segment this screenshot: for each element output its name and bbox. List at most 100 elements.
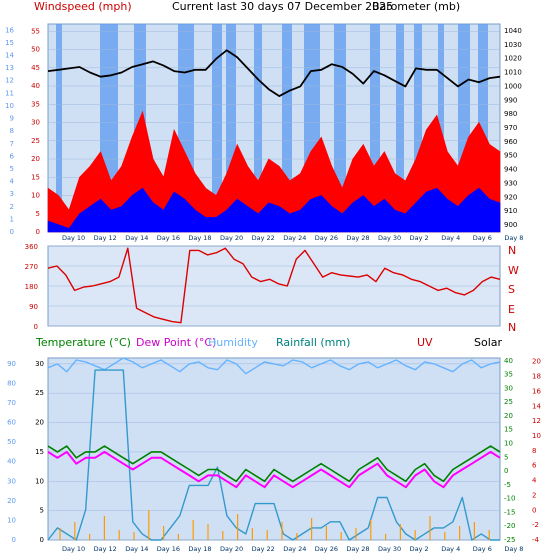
barometer-title: Barometer (mb) [372,0,460,13]
wind-tick-35: 35 [31,100,40,108]
wind-tick-5: 5 [36,210,40,218]
wind-day-label-day-24: Day 24 [283,234,306,242]
solar-tick-30: 30 [504,384,513,392]
barometer-line [47,49,501,97]
temp-day-label-day-26: Day 26 [315,545,338,553]
baro-tick-1000: 1000 [504,82,522,90]
wind-day-label-day-28: Day 28 [346,234,369,242]
solar-tick-15: 15 [504,426,513,434]
temp-day-label-day-12: Day 12 [94,545,117,553]
wind-tick-30: 30 [31,119,40,127]
wind-tick-15: 15 [31,173,40,181]
solar-tick-0: 0 [504,467,508,475]
temp-day-label-day-16: Day 16 [157,545,180,553]
temp-day-label-day-14: Day 14 [125,545,148,553]
direction-panel: 0 90 180 270 360 [25,243,501,331]
baro-tick-960: 960 [504,138,517,146]
wind-alt-tick-8: 8 [10,127,14,135]
wind-tick-10: 10 [31,192,40,200]
wind-alt-tick-15: 15 [5,39,14,47]
wind-day-label-day-12: Day 12 [94,234,117,242]
temp-day-label-day-2: Day 2 [410,545,429,553]
temp-day-label-day-10: Day 10 [62,545,85,553]
hum-tick-20: 20 [7,497,16,505]
compass-n-top: N [508,244,516,257]
solar-tick--25: -25 [504,536,515,544]
wind-alt-tick-10: 10 [5,102,14,110]
dew-point-line [47,450,501,489]
baro-tick-1030: 1030 [504,41,522,49]
temperature-panel: 0510152025300102030405060708090-25-20-15… [7,357,541,553]
hum-tick-0: 0 [12,536,16,544]
dir-tick-180: 180 [25,283,38,291]
temp-day-label-day-20: Day 20 [220,545,243,553]
dir-tick-270: 270 [25,263,38,271]
compass-s: S [508,283,515,296]
baro-tick-1040: 1040 [504,27,522,35]
compass-w: W [508,264,519,277]
uv-tick-18: 18 [532,373,541,381]
wind-tick-50: 50 [31,46,40,54]
hum-tick-60: 60 [7,419,16,427]
wind-tick-45: 45 [31,64,40,72]
humidity-band-12 [414,24,422,232]
solar-tick--5: -5 [504,481,511,489]
humidity-band-15 [478,24,488,232]
direction-series [47,247,501,324]
baro-tick-950: 950 [504,152,517,160]
wind-day-label-day-4: Day 4 [441,234,460,242]
temp-day-label-day-30: Day 30 [378,545,401,553]
uv-tick-16: 16 [532,387,541,395]
wind-tick-40: 40 [31,82,40,90]
humidity-band-4 [212,24,222,232]
wind-alt-tick-14: 14 [5,52,14,60]
baro-tick-910: 910 [504,207,517,215]
temp-day-label-day-6: Day 6 [473,545,492,553]
uv-tick-14: 14 [532,402,541,410]
humidity-band-13 [438,24,444,232]
temperature-line [47,445,501,483]
uv-tick-8: 8 [532,447,536,455]
baro-tick-940: 940 [504,166,517,174]
uv-tick-2: 2 [532,491,536,499]
temp-day-label-day-22: Day 22 [252,545,275,553]
dir-tick-360: 360 [25,243,38,251]
direction-gridlines [48,245,500,327]
temperature-plot-area [47,357,501,541]
solar-tick-10: 10 [504,439,513,447]
solar-tick--10: -10 [504,495,515,503]
wind-day-label-day-6: Day 6 [473,234,492,242]
temp-tick-20: 20 [35,419,44,427]
wind-day-label-day-16: Day 16 [157,234,180,242]
temp-tick-0: 0 [40,536,44,544]
humidity-band-11 [396,24,404,232]
uv-tick-0: 0 [532,506,536,514]
temp-tick-5: 5 [40,507,44,515]
humidity-band-10 [370,24,380,232]
wind-alt-tick-12: 12 [5,77,14,85]
dir-tick-90: 90 [29,303,38,311]
wind-day-label-day-22: Day 22 [252,234,275,242]
wind-day-label-day-14: Day 14 [125,234,148,242]
solar-tick-40: 40 [504,357,513,365]
wind-day-label-day-30: Day 30 [378,234,401,242]
temp-day-label-day-18: Day 18 [188,545,211,553]
hum-tick-80: 80 [7,379,16,387]
temp-tick-10: 10 [35,477,44,485]
wind-alt-tick-7: 7 [10,140,14,148]
humidity-band-6 [254,24,262,232]
wind-day-label-day-2: Day 2 [410,234,429,242]
uv-tick--4: -4 [532,536,540,544]
temperature-axes: 0510152025300102030405060708090-25-20-15… [7,357,541,553]
wind-alt-tick-13: 13 [5,64,14,72]
direction-axes: 0 90 180 270 360 [25,243,38,331]
baro-tick-900: 900 [504,221,517,229]
baro-tick-930: 930 [504,179,517,187]
uv-tick-10: 10 [532,432,541,440]
hum-tick-40: 40 [7,458,16,466]
hum-tick-70: 70 [7,399,16,407]
solar-legend: Solar [474,336,503,349]
wind-alt-tick-9: 9 [10,115,14,123]
wind-axes: 0510152025303540455055012345678910111213… [5,26,523,242]
temperature-legend: Temperature (°C) [35,336,131,349]
